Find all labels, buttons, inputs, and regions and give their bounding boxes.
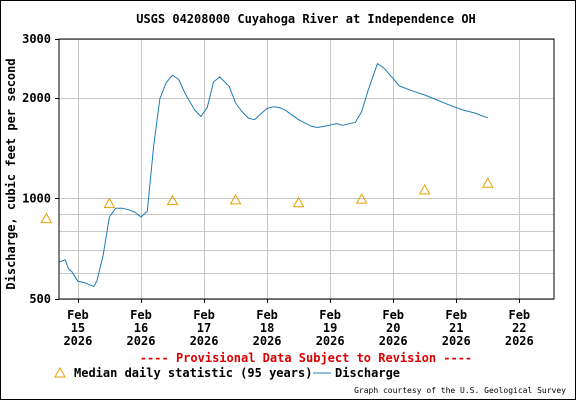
x-tick-label: 2026 <box>63 334 92 348</box>
plot-border <box>58 38 555 300</box>
y-tick-label: 1000 <box>22 191 51 205</box>
median-marker <box>292 196 305 208</box>
median-marker <box>229 193 242 205</box>
chart-title: USGS 04208000 Cuyahoga River at Independ… <box>136 12 476 26</box>
x-tick-label: 2026 <box>190 334 219 348</box>
median-marker <box>103 197 116 209</box>
x-tick-label: 22 <box>512 321 526 335</box>
x-tick-labels: Feb152026Feb162026Feb172026Feb182026Feb1… <box>63 299 534 348</box>
x-tick-label: 2026 <box>505 334 534 348</box>
x-tick-label: Feb <box>445 308 467 322</box>
x-tick-label: Feb <box>382 308 404 322</box>
y-axis-title: Discharge, cubic feet per second <box>4 58 18 289</box>
x-tick-label: Feb <box>193 308 215 322</box>
y-tick-labels: 500 1000 2000 3000 <box>22 32 59 306</box>
median-marker <box>40 212 53 224</box>
y-tick-label: 500 <box>29 292 51 306</box>
discharge-legend-label: Discharge <box>335 366 400 380</box>
x-tick-label: Feb <box>130 308 152 322</box>
x-tick-label: 2026 <box>253 334 282 348</box>
x-tick-label: 19 <box>323 321 337 335</box>
x-tick-label: 16 <box>134 321 148 335</box>
y-tick-label: 3000 <box>22 32 51 46</box>
median-marker <box>355 193 368 204</box>
median-legend-label: Median daily statistic (95 years) <box>74 366 312 380</box>
legend: Median daily statistic (95 years) Discha… <box>54 366 400 380</box>
provisional-notice: ---- Provisional Data Subject to Revisio… <box>140 351 472 365</box>
x-tick-label: Feb <box>67 308 89 322</box>
x-tick-label: Feb <box>256 308 278 322</box>
x-tick-label: 2026 <box>127 334 156 348</box>
y-tick-label: 2000 <box>22 91 51 105</box>
x-tick-label: 15 <box>71 321 85 335</box>
usgs-credit: Graph courtesy of the U.S. Geological Su… <box>354 386 566 395</box>
x-tick-label: 21 <box>449 321 463 335</box>
grid <box>59 39 554 300</box>
x-tick-label: Feb <box>319 308 341 322</box>
x-tick-label: 2026 <box>316 334 345 348</box>
median-marker <box>166 194 179 206</box>
x-tick-label: 20 <box>386 321 400 335</box>
median-marker <box>481 177 494 188</box>
median-legend-marker <box>54 366 66 378</box>
plot-series <box>40 63 494 287</box>
x-tick-label: 18 <box>260 321 274 335</box>
discharge-line <box>58 63 488 287</box>
x-tick-label: 2026 <box>442 334 471 348</box>
x-tick-label: 2026 <box>379 334 408 348</box>
x-tick-label: Feb <box>508 308 530 322</box>
median-marker <box>418 183 431 195</box>
x-tick-label: 17 <box>197 321 211 335</box>
